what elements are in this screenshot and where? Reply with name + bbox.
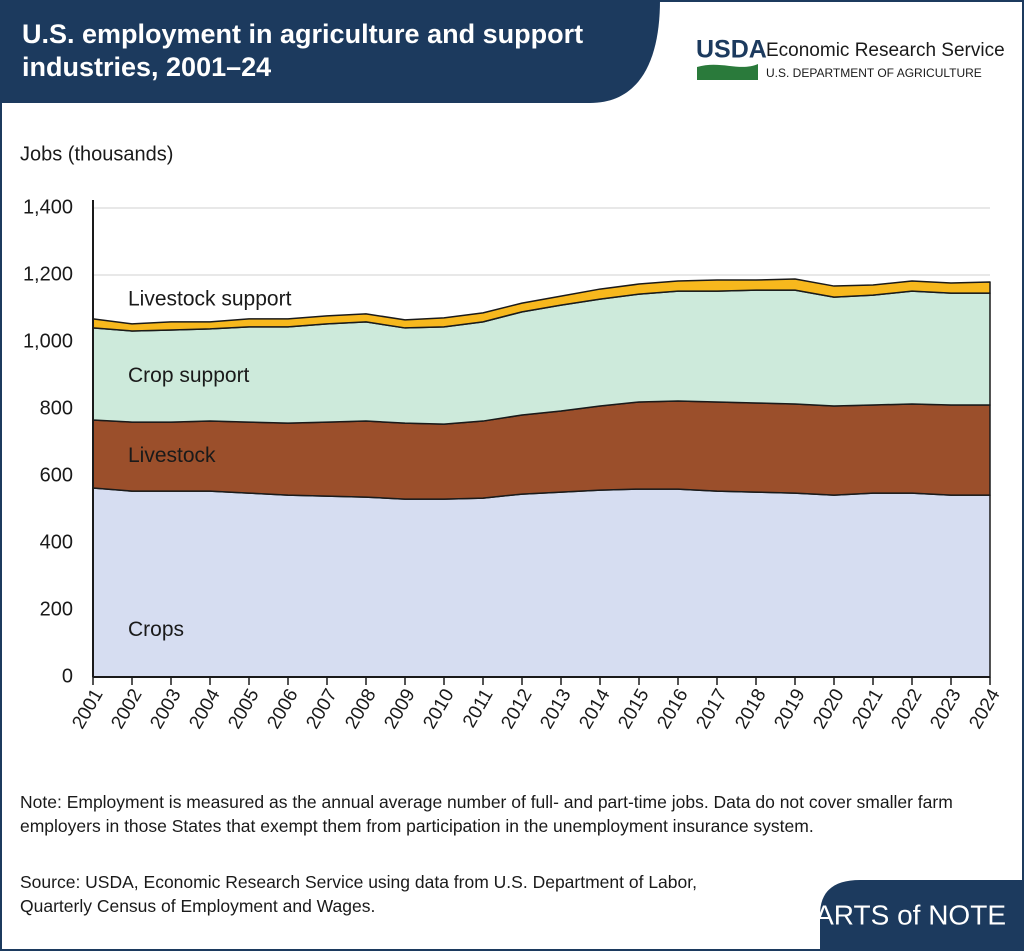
x-tick-label: 2017: [692, 686, 731, 733]
source: Source: USDA, Economic Research Service …: [20, 872, 697, 916]
series-label: Crops: [128, 618, 184, 641]
y-axis-label: Jobs (thousands): [20, 143, 173, 165]
series-label: Livestock: [128, 444, 216, 467]
series-label: Livestock support: [128, 287, 292, 310]
series-label: Crop support: [128, 364, 250, 387]
x-tick-label: 2006: [263, 686, 302, 733]
x-tick-label: 2015: [614, 686, 653, 733]
agency: Economic Research Service: [766, 40, 1005, 61]
x-tick-label: 2005: [224, 686, 263, 733]
x-tick-label: 2014: [575, 685, 615, 732]
y-tick-label: 400: [40, 531, 73, 553]
x-tick-label: 2011: [459, 686, 498, 732]
x-tick-label: 2021: [848, 686, 887, 733]
x-tick-label: 2007: [302, 686, 341, 733]
x-tick-label: 2018: [731, 686, 770, 733]
x-tick-label: 2012: [497, 686, 536, 733]
usda-logo: USDA: [696, 36, 767, 64]
y-tick-label: 1,000: [23, 330, 73, 352]
x-tick-label: 2004: [185, 685, 225, 732]
y-tick-label: 800: [40, 397, 73, 419]
y-tick-label: 200: [40, 598, 73, 620]
x-tick-label: 2013: [536, 686, 575, 733]
x-tick-label: 2008: [341, 686, 380, 733]
x-tick-label: 2023: [926, 686, 965, 733]
chart-title: U.S. employment in agriculture and suppo…: [22, 19, 583, 82]
y-tick-label: 1,400: [23, 196, 73, 218]
y-tick-label: 600: [40, 464, 73, 486]
series-brand: CHARTS of NOTE: [775, 899, 1006, 930]
x-tick-label: 2001: [68, 686, 107, 733]
y-tick-label: 1,200: [23, 263, 73, 285]
x-tick-label: 2003: [146, 686, 185, 733]
x-tick-label: 2022: [887, 686, 926, 733]
x-tick-label: 2010: [419, 686, 458, 733]
note: Note: Employment is measured as the annu…: [20, 792, 953, 836]
x-tick-label: 2002: [107, 686, 146, 733]
area: [92, 278, 991, 332]
x-tick-label: 2024: [965, 685, 1005, 732]
header-band: [0, 0, 660, 103]
x-tick-label: 2020: [809, 686, 848, 733]
y-tick-label: 0: [62, 665, 73, 687]
footer-band: [820, 880, 1024, 951]
x-tick-label: 2019: [770, 686, 809, 733]
department: U.S. DEPARTMENT OF AGRICULTURE: [766, 66, 982, 80]
x-tick-label: 2016: [653, 686, 692, 733]
area: [92, 487, 991, 678]
logo-swoosh: [697, 64, 758, 80]
x-tick-label: 2009: [380, 686, 419, 733]
